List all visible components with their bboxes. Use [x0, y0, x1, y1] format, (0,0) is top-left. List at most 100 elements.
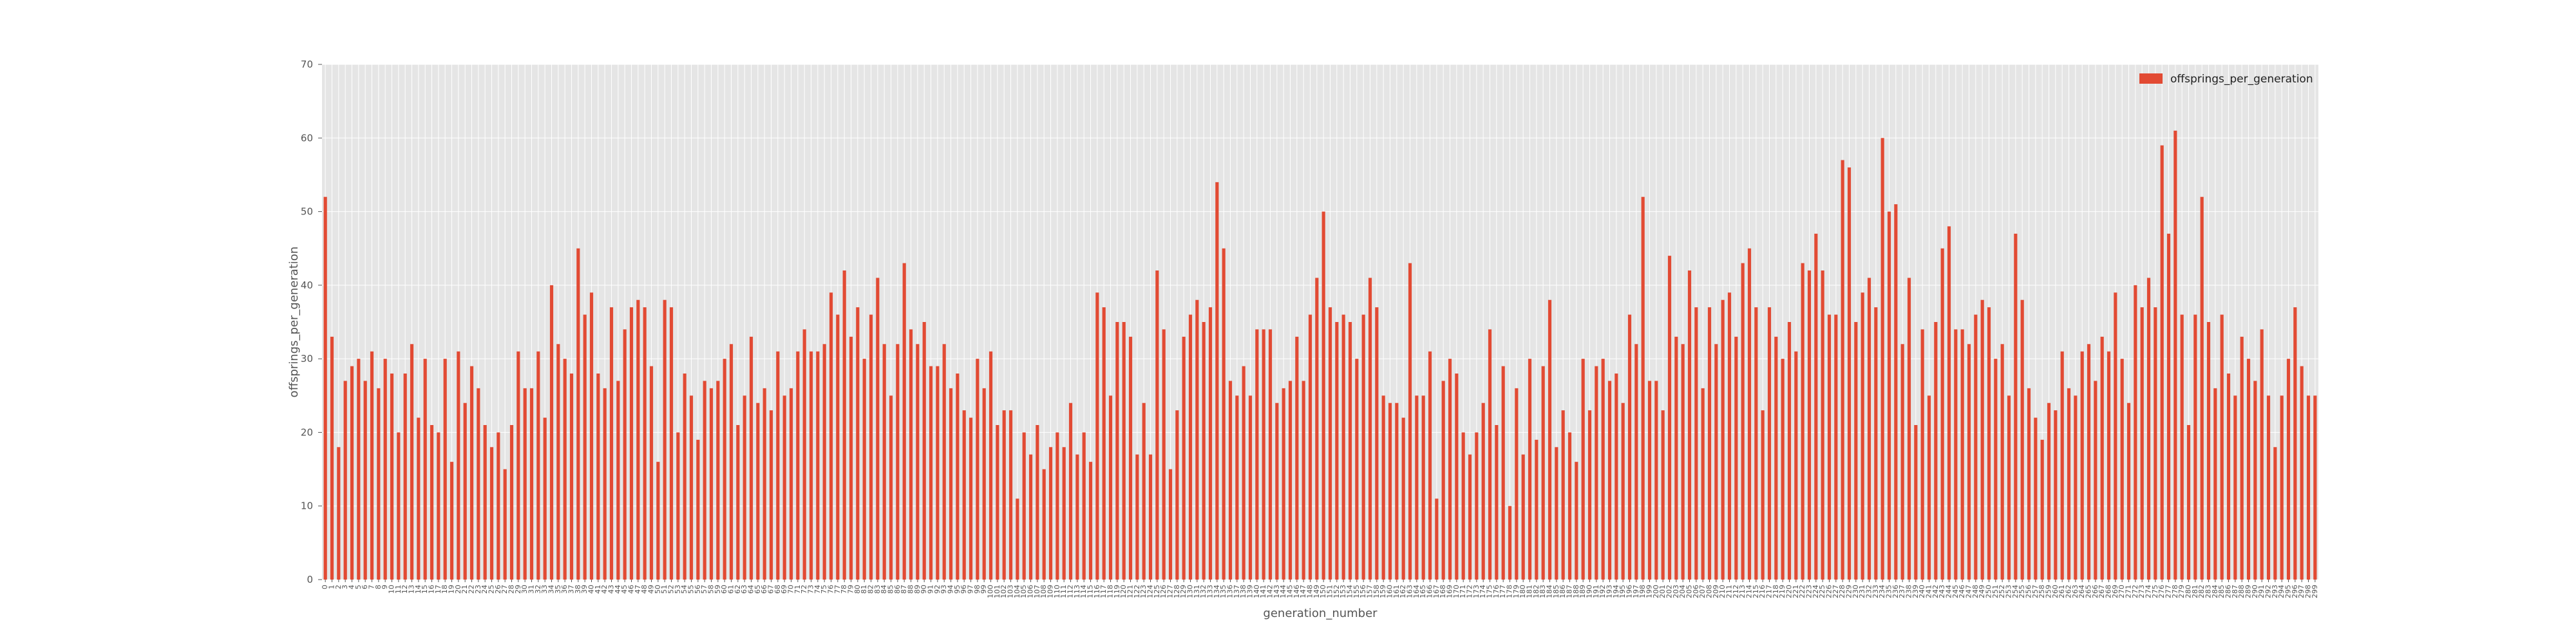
bar [1654, 381, 1658, 580]
bar [782, 395, 786, 580]
bar [463, 402, 467, 580]
x-tick-label: 87 [900, 585, 908, 594]
bar [1721, 299, 1725, 580]
bar [1934, 322, 1938, 580]
x-tick-label: 189 [1578, 585, 1587, 598]
x-tick-label: 277 [2164, 585, 2173, 598]
x-tick-label: 258 [2038, 585, 2046, 598]
bar [1767, 307, 1772, 580]
bar [589, 292, 594, 580]
x-tick-label: 153 [1339, 585, 1347, 598]
x-tick-label: 103 [1007, 585, 1015, 598]
x-tick-label: 207 [1698, 585, 1707, 598]
x-tick-label: 233 [1871, 585, 1880, 598]
x-tick-label: 205 [1685, 585, 1694, 598]
bar [1268, 329, 1273, 580]
bar [2126, 402, 2131, 580]
x-tick-label: 99 [980, 585, 988, 594]
x-tick-label: 221 [1792, 585, 1800, 598]
x-tick-label: 223 [1805, 585, 1814, 598]
x-tick-label: 1 [328, 585, 336, 589]
x-tick-label: 42 [600, 585, 609, 594]
x-tick-label: 274 [2145, 585, 2153, 598]
bar [743, 395, 746, 580]
x-tick-label: 137 [1233, 585, 1241, 598]
x-tick-label: 94 [947, 585, 955, 594]
x-tick-label: 58 [707, 585, 715, 594]
bar [1567, 432, 1572, 580]
bar [383, 359, 387, 580]
bar [1401, 417, 1405, 580]
x-tick-label: 162 [1399, 585, 1407, 598]
bar [976, 359, 980, 580]
bar [417, 417, 421, 580]
x-tick-label: 290 [2251, 585, 2259, 598]
x-tick-label: 252 [1998, 585, 2006, 598]
x-tick-label: 164 [1412, 585, 1421, 598]
bar [1262, 329, 1265, 580]
bar [423, 359, 427, 580]
x-tick-label: 253 [2005, 585, 2013, 598]
x-tick-label: 71 [793, 585, 802, 594]
bar [1607, 381, 1612, 580]
x-tick-label: 44 [614, 585, 622, 594]
x-tick-label: 287 [2231, 585, 2239, 598]
bar [1774, 336, 1778, 580]
bar [929, 366, 933, 580]
x-tick-label: 216 [1758, 585, 1766, 598]
x-tick-label: 97 [967, 585, 975, 594]
bar [503, 469, 507, 580]
bar [822, 344, 826, 580]
bar [889, 395, 893, 580]
bar [663, 299, 667, 580]
bar [1541, 366, 1545, 580]
bar [2087, 344, 2091, 580]
bar [949, 388, 953, 580]
bar [922, 322, 926, 580]
x-tick-label: 54 [680, 585, 688, 594]
x-tick-label: 118 [1106, 585, 1115, 598]
bar [2226, 374, 2231, 580]
x-tick-label: 39 [580, 585, 589, 594]
x-tick-label: 67 [767, 585, 775, 594]
bar [450, 462, 454, 580]
bar [2246, 359, 2251, 580]
x-tick-label: 227 [1832, 585, 1840, 598]
bar [1155, 270, 1159, 580]
bar [1388, 402, 1392, 580]
bar [1521, 454, 1525, 580]
x-tick-label: 41 [594, 585, 602, 594]
x-tick-label: 190 [1586, 585, 1594, 598]
bar [1408, 263, 1412, 580]
bar [1188, 314, 1193, 580]
x-tick-label: 167 [1432, 585, 1441, 598]
bar [437, 432, 440, 580]
bar [882, 344, 886, 580]
bar [2313, 395, 2317, 580]
x-tick-label: 40 [587, 585, 596, 594]
x-tick-label: 183 [1539, 585, 1547, 598]
bar [1807, 270, 1812, 580]
bar [497, 432, 500, 580]
x-tick-label: 61 [727, 585, 735, 594]
bar [1368, 278, 1372, 580]
x-tick-label: 281 [2191, 585, 2199, 598]
bar [1980, 299, 1984, 580]
x-tick-label: 177 [1499, 585, 1507, 598]
bar [1448, 359, 1452, 580]
bar [1827, 314, 1832, 580]
x-tick-label: 83 [873, 585, 882, 594]
bar [1461, 432, 1465, 580]
x-tick-label: 226 [1825, 585, 1833, 598]
bar [769, 410, 773, 580]
bar [1681, 344, 1685, 580]
x-tick-label: 106 [1027, 585, 1035, 598]
bar [616, 381, 620, 580]
bar [2306, 395, 2311, 580]
x-tick-label: 36 [560, 585, 569, 594]
bar [1581, 359, 1585, 580]
bar [1088, 462, 1093, 580]
x-tick-label: 210 [1718, 585, 1727, 598]
x-tick-label: 282 [2197, 585, 2206, 598]
bar [636, 299, 640, 580]
